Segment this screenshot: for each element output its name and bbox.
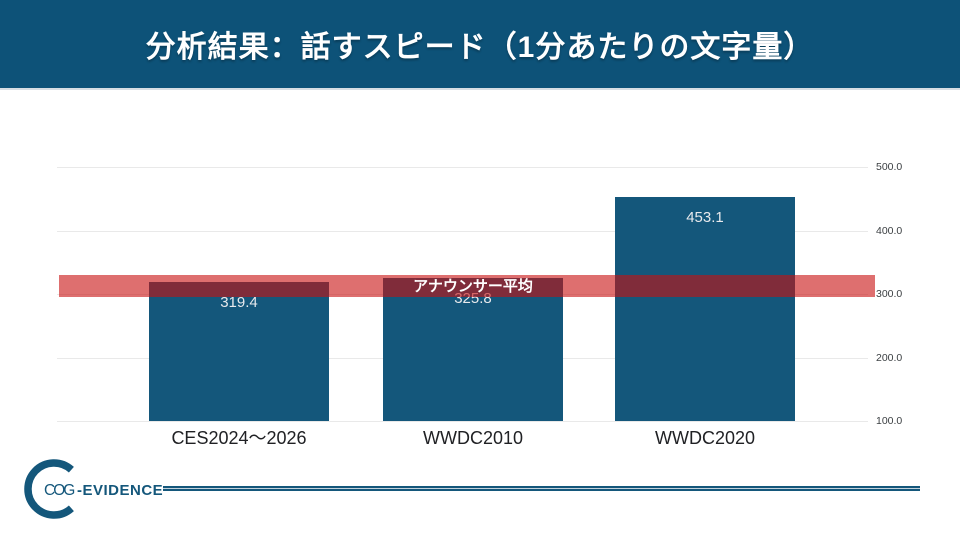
bar: 325.8 bbox=[383, 277, 563, 421]
gridline bbox=[57, 167, 868, 168]
footer-divider-line bbox=[163, 486, 920, 491]
slide-title: 分析結果：話すスピード（1分あたりの文字量） bbox=[145, 31, 815, 64]
bar-value-label: 453.1 bbox=[686, 208, 724, 226]
bar-value-label: 319.4 bbox=[220, 293, 258, 311]
gridline bbox=[57, 230, 868, 232]
x-category-label: WWDC2010 bbox=[422, 428, 524, 448]
x-category-label: CES2024〜2026 bbox=[171, 428, 307, 448]
y-tick-label: 100.0 bbox=[876, 415, 903, 427]
slide-title-bar: 分析結果：話すスピード（1分あたりの文字量） bbox=[0, 0, 960, 90]
bar: 319.4 bbox=[149, 281, 329, 421]
logo-c-arc bbox=[24, 459, 74, 519]
footer: COG -EVIDENCE bbox=[0, 450, 960, 540]
cog-evidence-logo: COG -EVIDENCE bbox=[24, 459, 163, 519]
logo-text-thin: COG bbox=[44, 482, 74, 499]
y-tick-label: 300.0 bbox=[876, 288, 903, 300]
reference-band-label: アナウンサー平均 bbox=[413, 277, 533, 295]
logo-text-bold: -EVIDENCE bbox=[77, 482, 163, 499]
bar: 453.1 bbox=[615, 196, 795, 421]
reference-band bbox=[59, 274, 875, 298]
gridline bbox=[57, 421, 868, 422]
y-tick-label: 200.0 bbox=[876, 351, 903, 364]
x-category-label: WWDC2020 bbox=[654, 428, 756, 448]
y-tick-label: 500.0 bbox=[876, 161, 903, 173]
y-tick-label: 400.0 bbox=[876, 224, 903, 237]
